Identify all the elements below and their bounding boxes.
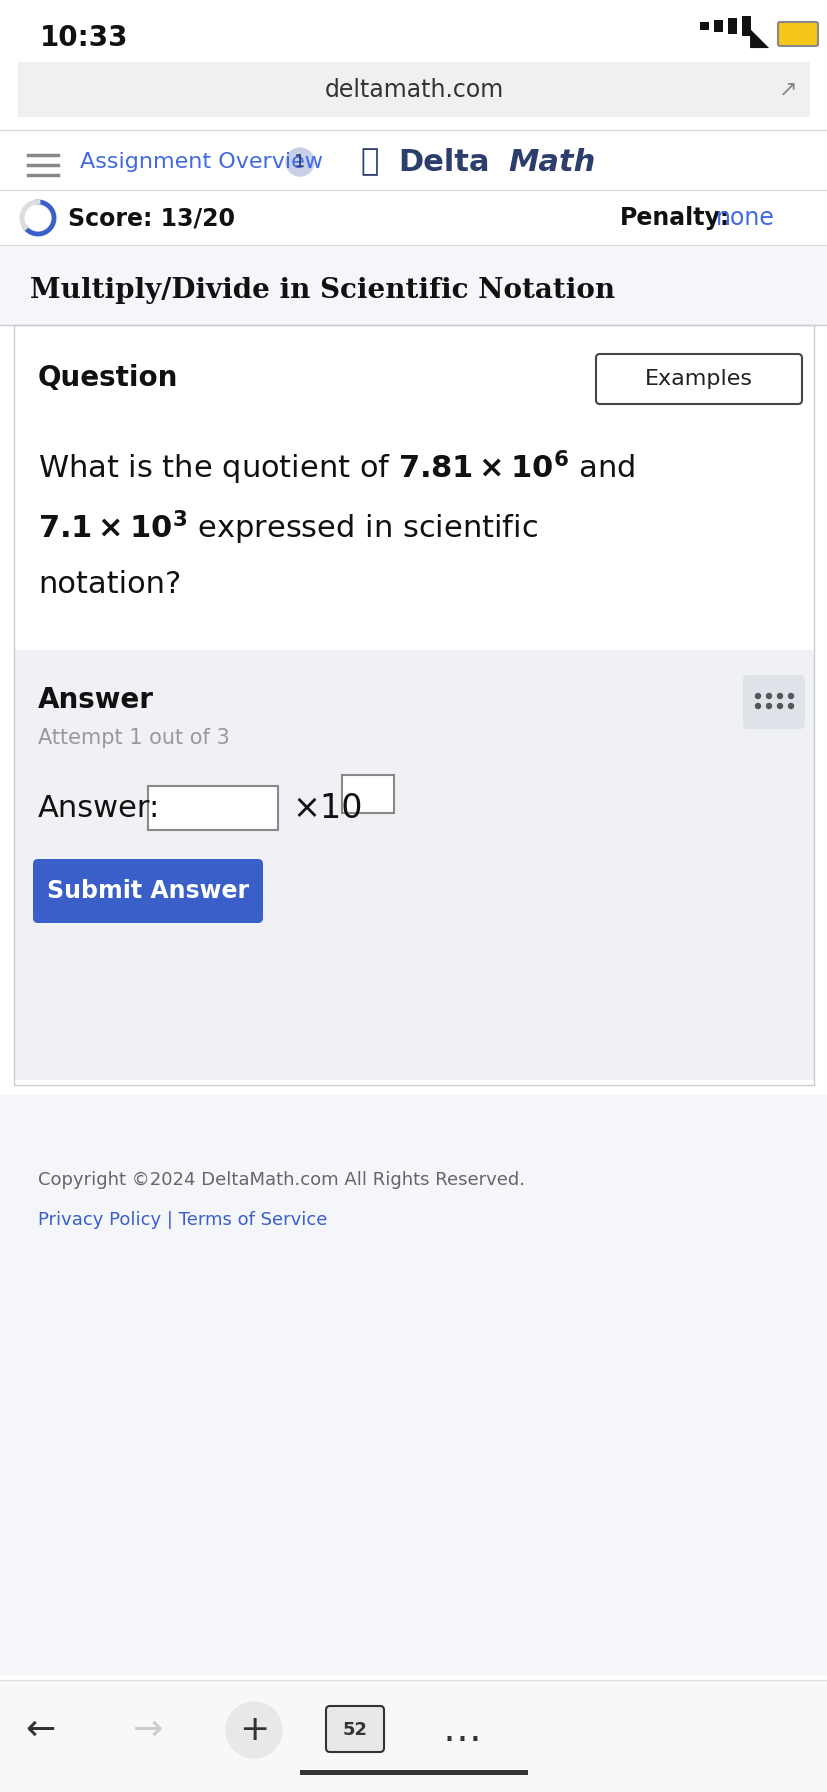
Text: Attempt 1 out of 3: Attempt 1 out of 3 bbox=[38, 728, 229, 747]
Text: Question: Question bbox=[38, 364, 178, 392]
Text: Copyright ©2024 DeltaMath.com All Rights Reserved.: Copyright ©2024 DeltaMath.com All Rights… bbox=[38, 1170, 524, 1190]
Text: ↗: ↗ bbox=[777, 81, 796, 100]
FancyBboxPatch shape bbox=[326, 1706, 384, 1753]
Text: Examples: Examples bbox=[644, 369, 752, 389]
Text: 🎓: 🎓 bbox=[360, 147, 378, 176]
Text: 10:33: 10:33 bbox=[40, 23, 128, 52]
FancyBboxPatch shape bbox=[727, 18, 736, 34]
Bar bbox=[0, 1095, 827, 1676]
Text: ←: ← bbox=[25, 1713, 55, 1747]
Text: Answer: Answer bbox=[38, 686, 154, 713]
Text: What is the quotient of $\mathbf{7.81 \times 10^6}$ and: What is the quotient of $\mathbf{7.81 \t… bbox=[38, 448, 634, 487]
Text: Delta: Delta bbox=[398, 147, 489, 176]
Bar bbox=[0, 246, 827, 324]
Circle shape bbox=[787, 704, 792, 708]
Circle shape bbox=[766, 694, 771, 699]
Circle shape bbox=[787, 694, 792, 699]
Bar bbox=[299, 1770, 528, 1776]
FancyBboxPatch shape bbox=[33, 858, 263, 923]
Text: Score: 13/20: Score: 13/20 bbox=[68, 206, 235, 229]
Circle shape bbox=[777, 694, 782, 699]
Circle shape bbox=[285, 149, 313, 176]
Text: 52: 52 bbox=[342, 1720, 367, 1738]
Circle shape bbox=[777, 704, 782, 708]
Bar bbox=[0, 1681, 827, 1792]
Text: Math: Math bbox=[508, 147, 595, 176]
FancyBboxPatch shape bbox=[148, 787, 278, 830]
Text: Multiply/Divide in Scientific Notation: Multiply/Divide in Scientific Notation bbox=[30, 276, 614, 303]
FancyBboxPatch shape bbox=[595, 355, 801, 403]
Bar bbox=[0, 324, 827, 1084]
Text: ×10: ×10 bbox=[292, 792, 362, 824]
Circle shape bbox=[754, 704, 759, 708]
Text: →: → bbox=[132, 1713, 163, 1747]
FancyBboxPatch shape bbox=[741, 16, 750, 36]
Circle shape bbox=[22, 202, 54, 235]
FancyBboxPatch shape bbox=[342, 774, 394, 814]
Text: +: + bbox=[238, 1713, 269, 1747]
Text: notation?: notation? bbox=[38, 570, 181, 599]
Bar bbox=[14, 650, 813, 1081]
FancyBboxPatch shape bbox=[18, 63, 809, 116]
FancyBboxPatch shape bbox=[713, 20, 722, 32]
Text: Answer:: Answer: bbox=[38, 794, 160, 823]
Text: …: … bbox=[442, 1711, 480, 1749]
Circle shape bbox=[766, 704, 771, 708]
Text: deltamath.com: deltamath.com bbox=[324, 79, 503, 102]
Circle shape bbox=[754, 694, 759, 699]
Circle shape bbox=[226, 1702, 282, 1758]
FancyBboxPatch shape bbox=[742, 676, 804, 729]
FancyBboxPatch shape bbox=[699, 22, 708, 30]
Text: $\mathbf{7.1 \times 10^3}$ expressed in scientific: $\mathbf{7.1 \times 10^3}$ expressed in … bbox=[38, 509, 538, 547]
FancyBboxPatch shape bbox=[777, 22, 817, 47]
Text: Penalty:: Penalty: bbox=[619, 206, 729, 229]
Text: ◣: ◣ bbox=[749, 27, 768, 50]
Text: Privacy Policy | Terms of Service: Privacy Policy | Terms of Service bbox=[38, 1211, 327, 1229]
Text: Submit Answer: Submit Answer bbox=[47, 880, 249, 903]
Text: Assignment Overview: Assignment Overview bbox=[80, 152, 323, 172]
Text: 1: 1 bbox=[294, 152, 305, 170]
Text: none: none bbox=[715, 206, 774, 229]
